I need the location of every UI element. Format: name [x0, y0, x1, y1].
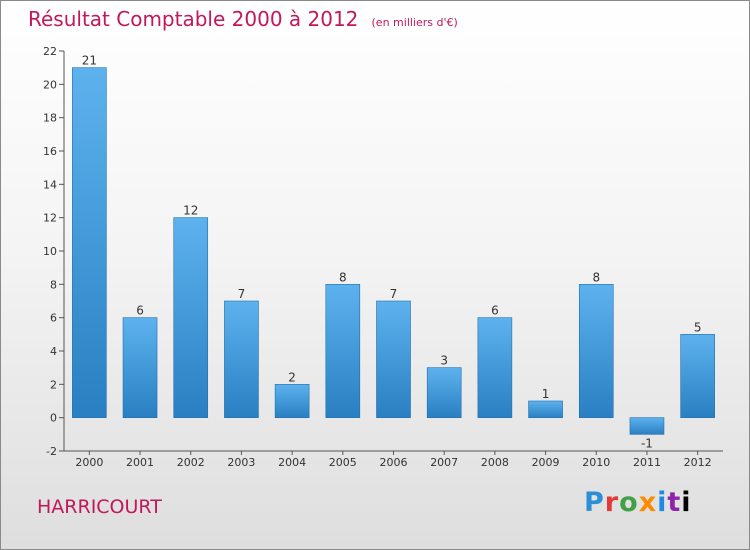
bar-2007	[426, 367, 462, 418]
y-tick-label: 0	[50, 412, 57, 425]
bar-2005	[325, 284, 361, 418]
bar-2004	[274, 384, 310, 418]
x-tick-label: 2001	[126, 456, 154, 469]
y-tick-label: 14	[43, 178, 57, 191]
y-tick-label: 8	[50, 278, 57, 291]
data-label-2001: 6	[136, 304, 144, 318]
x-tick-label: 2002	[177, 456, 205, 469]
data-label-2008: 6	[491, 304, 499, 318]
bar-2006	[376, 300, 411, 418]
y-tick-label: 10	[43, 245, 57, 258]
y-tick-label: 18	[43, 112, 57, 125]
bar-2000	[72, 67, 107, 418]
data-label-2006: 7	[390, 287, 398, 301]
x-tick-label: 2000	[75, 456, 103, 469]
y-tick-label: 6	[50, 312, 57, 325]
y-tick-label: 22	[43, 45, 57, 58]
data-label-2009: 1	[542, 387, 550, 401]
bar-2008	[477, 317, 513, 418]
data-label-2000: 21	[82, 54, 97, 68]
title-row: Résultat Comptable 2000 à 2012 (en milli…	[28, 7, 458, 31]
x-tick-label: 2008	[481, 456, 509, 469]
data-label-2011: -1	[641, 436, 653, 450]
x-tick-label: 2009	[532, 456, 560, 469]
y-tick-label: 2	[50, 378, 57, 391]
y-tick-label: 20	[43, 78, 57, 91]
x-tick-label: 2007	[430, 456, 458, 469]
x-tick-label: 2012	[684, 456, 712, 469]
bar-2010	[578, 284, 614, 418]
y-tick-label: -2	[46, 445, 57, 458]
x-tick-label: 2010	[582, 456, 610, 469]
proxiti-logo: Proxiti	[584, 487, 692, 518]
bar-2009	[528, 400, 563, 418]
bar-2001	[122, 317, 158, 418]
y-tick-label: 4	[50, 345, 57, 358]
data-label-2007: 3	[440, 354, 448, 368]
bar-2003	[224, 300, 259, 418]
bar-2002	[173, 217, 209, 418]
bar-2012	[680, 334, 715, 418]
x-tick-label: 2004	[278, 456, 306, 469]
y-tick-label: 16	[43, 145, 57, 158]
data-label-2002: 12	[183, 204, 198, 218]
chart-subtitle: (en milliers d'€)	[371, 16, 458, 29]
x-tick-label: 2011	[633, 456, 661, 469]
data-label-2004: 2	[288, 370, 296, 384]
x-tick-label: 2006	[380, 456, 408, 469]
data-label-2012: 5	[694, 320, 702, 334]
bar-2011	[629, 417, 665, 435]
bars	[72, 67, 715, 435]
labels: 21 6 12 7 2 8 7 3 6 1 8 -1 5	[82, 54, 702, 451]
commune-name: HARRICOURT	[37, 496, 162, 518]
x-tick-label: 2003	[227, 456, 255, 469]
chart-title: Résultat Comptable 2000 à 2012	[28, 7, 359, 31]
y-tick-label: 12	[43, 212, 57, 225]
data-label-2010: 8	[592, 270, 600, 284]
data-label-2003: 7	[238, 287, 246, 301]
x-tick-label: 2005	[329, 456, 357, 469]
data-label-2005: 8	[339, 270, 347, 284]
